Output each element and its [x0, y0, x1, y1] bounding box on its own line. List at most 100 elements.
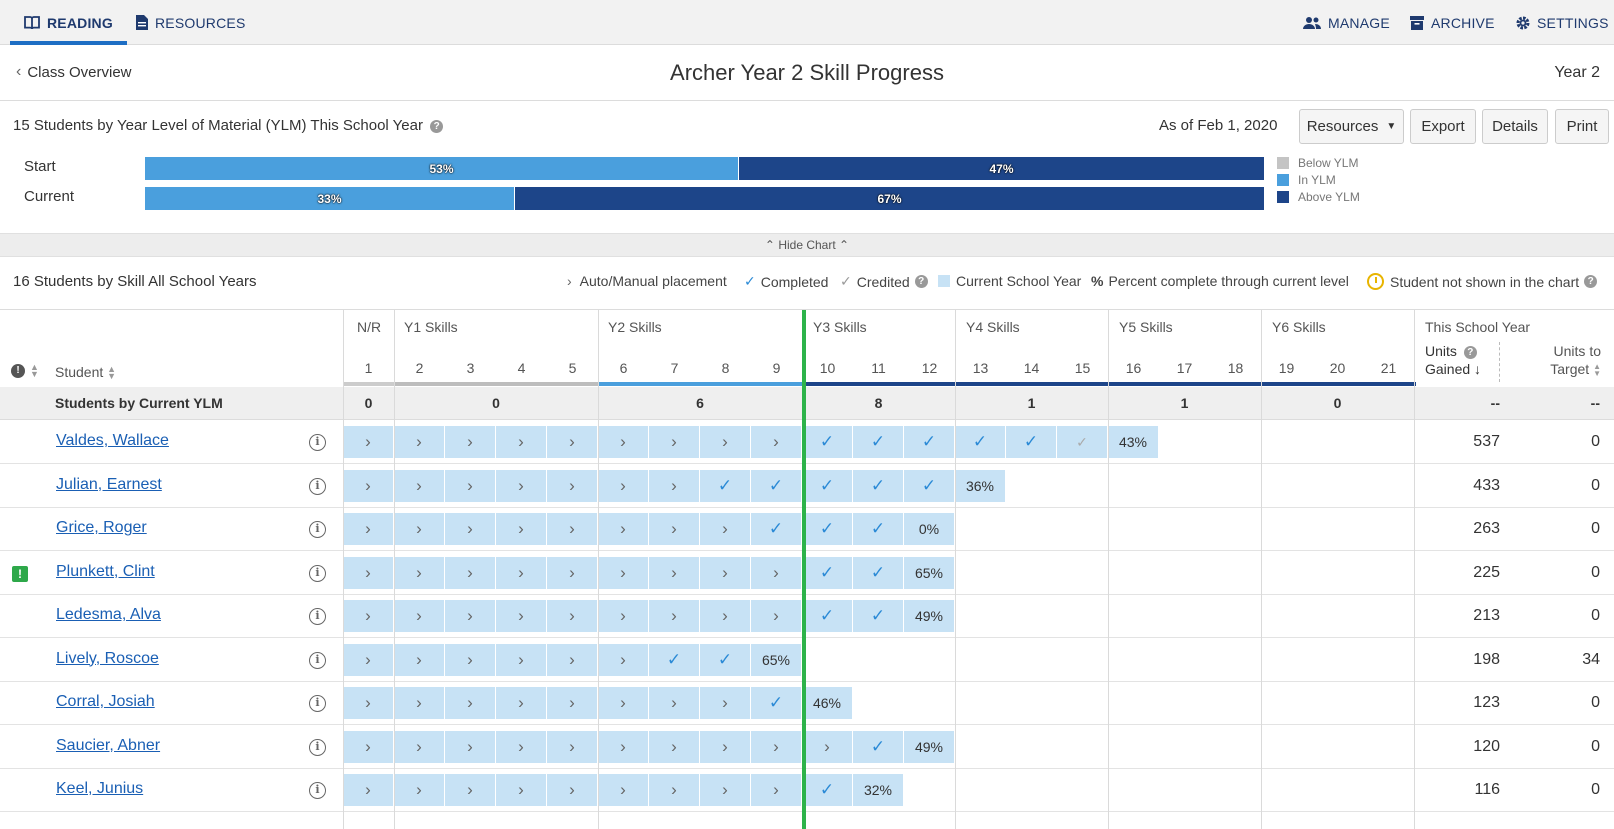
chevron-right-icon: › [365, 780, 371, 799]
student-name-link[interactable]: Keel, Junius [56, 780, 144, 797]
student-name-link[interactable]: Plunkett, Clint [56, 562, 155, 580]
check-icon: ✓ [870, 562, 886, 582]
resources-dropdown-button[interactable]: Resources ▼ [1299, 109, 1404, 144]
legend-current-year: Current School Year [938, 273, 1081, 289]
band-above [802, 382, 1553, 386]
help-icon[interactable]: ? [914, 275, 928, 288]
sort-icon[interactable]: ▲ ▼ [30, 362, 39, 379]
info-icon[interactable]: i [309, 434, 326, 451]
skill-column-number: 14 [1023, 360, 1040, 376]
bar-segment-in-ylm: 33% [145, 187, 514, 210]
info-icon[interactable]: i [309, 695, 326, 712]
nav-resources-label: RESOURCES [155, 14, 246, 31]
chevron-right-icon: › [620, 780, 626, 799]
alert-icon[interactable]: ! [12, 565, 28, 582]
alert-sort-icon[interactable]: ! [11, 364, 25, 378]
skill-cell-placed: › [547, 469, 597, 502]
ylm-bar-current: 33% 67% [145, 187, 1264, 210]
check-icon: ✓ [819, 606, 835, 625]
units-to-target-value: 0 [1591, 781, 1600, 798]
document-icon [136, 15, 148, 30]
skill-column-number: 11 [871, 360, 886, 376]
skill-cell-placed: › [394, 730, 444, 763]
export-button[interactable]: Export [1410, 109, 1476, 144]
print-button[interactable]: Print [1555, 109, 1609, 144]
chevron-right-icon: › [567, 273, 572, 289]
help-icon[interactable]: ? [1463, 345, 1477, 359]
skill-cell-completed: ✓ [802, 774, 852, 806]
skill-column-number: 5 [568, 360, 577, 376]
band-y2 [598, 382, 802, 386]
info-icon[interactable]: i [309, 521, 326, 538]
chevron-right-icon: › [722, 519, 728, 538]
student-header-label: Student [55, 364, 104, 380]
skill-cell-placed: › [598, 687, 648, 719]
student-name-link[interactable]: Corral, Josiah [56, 693, 155, 710]
skill-cell-placed: › [343, 687, 393, 719]
skill-cell-completed: ✓ [751, 687, 801, 719]
summary-value: 0 [364, 395, 373, 411]
chevron-right-icon: › [620, 606, 626, 625]
chevron-right-icon: › [416, 475, 422, 495]
skill-cell-placed: › [496, 687, 546, 719]
info-icon[interactable]: i [309, 782, 326, 799]
chevron-right-icon: › [467, 432, 473, 451]
info-icon[interactable]: i [309, 477, 326, 495]
nav-manage[interactable]: MANAGE [1303, 0, 1390, 45]
details-button[interactable]: Details [1482, 109, 1548, 144]
check-icon: ✓ [768, 693, 784, 712]
skill-cell-placed: › [394, 556, 444, 589]
check-icon: ✓ [870, 606, 886, 625]
units-gained-value: 213 [1473, 607, 1500, 624]
student-name-link[interactable]: Grice, Roger [56, 519, 147, 536]
student-name-link[interactable]: Lively, Roscoe [56, 649, 159, 667]
arrow-down-icon: ↓ [1474, 361, 1482, 377]
student-name-link[interactable]: Ledesma, Alva [56, 606, 161, 623]
info-icon[interactable]: i [309, 738, 326, 756]
summary-value: 1 [1180, 395, 1189, 411]
grid-line [343, 310, 344, 829]
nav-settings[interactable]: SETTINGS [1516, 0, 1609, 45]
chevron-right-icon: › [467, 736, 473, 756]
units-to-target-header[interactable]: Units to Target ▲ ▼ [1545, 342, 1601, 378]
skill-column-number: 18 [1227, 360, 1244, 376]
skill-cell-placed: › [598, 556, 648, 589]
check-icon: ✓ [870, 736, 886, 756]
back-link[interactable]: ‹ Class Overview [16, 63, 132, 81]
student-name-link[interactable]: Saucier, Abner [56, 736, 161, 754]
group-header-y3: Y3 Skills [813, 319, 867, 335]
sort-icon: ▲ ▼ [107, 364, 117, 382]
chevron-right-icon: › [467, 562, 473, 582]
help-icon[interactable]: ? [430, 119, 444, 133]
skill-cell-completed: ✓ [802, 426, 852, 458]
table-row: Keel, Junius i › › › › › › › › › ✓ 32% 116 0 [0, 769, 1614, 812]
skill-cell-percent: 65% [751, 643, 801, 676]
nav-resources[interactable]: RESOURCES [136, 0, 245, 45]
skill-cell-placed: › [751, 556, 801, 589]
nav-reading[interactable]: READING [10, 0, 127, 45]
skill-cell-completed: ✓ [853, 730, 903, 763]
skill-cell-percent: 43% [1108, 426, 1158, 458]
help-icon[interactable]: ? [1584, 275, 1598, 288]
info-icon[interactable]: i [309, 651, 326, 669]
chevron-right-icon: › [365, 606, 371, 625]
units-gained-header[interactable]: Units ? Gained ↓ [1425, 342, 1500, 382]
student-column-header[interactable]: Student ▲ ▼ [55, 364, 117, 382]
skill-cell-placed: › [445, 643, 495, 676]
hide-chart-toggle[interactable]: ⌃ Hide Chart ⌃ [0, 233, 1614, 257]
info-icon[interactable]: i [309, 608, 326, 625]
legend-label: In YLM [1298, 173, 1336, 187]
chevron-right-icon: › [467, 519, 473, 538]
info-icon[interactable]: i [309, 564, 326, 582]
table-row: Grice, Roger i › › › › › › › › ✓ ✓ ✓ 0% 263 0 [0, 508, 1614, 551]
table-row: Corral, Josiah i › › › › › › › › ✓ 46% 123 0 [0, 682, 1614, 725]
nav-archive[interactable]: ARCHIVE [1410, 0, 1495, 45]
skills-title: 16 Students by Skill All School Years [13, 273, 257, 290]
student-name-link[interactable]: Valdes, Wallace [56, 432, 169, 449]
skill-column-number: 15 [1074, 360, 1091, 376]
skill-cell-placed: › [547, 513, 597, 545]
credited-check-icon: ✓ [1076, 433, 1088, 450]
student-name-link[interactable]: Julian, Earnest [56, 475, 162, 493]
skill-cell-placed: › [598, 513, 648, 545]
units-to-target-value: 0 [1591, 520, 1600, 537]
